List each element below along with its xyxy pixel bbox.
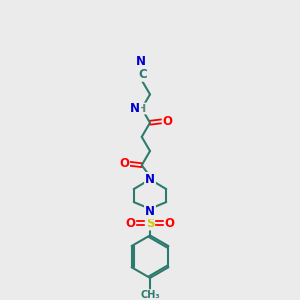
Text: N: N (145, 205, 155, 218)
Text: N: N (145, 173, 155, 186)
Text: N: N (136, 56, 146, 68)
Text: N: N (130, 102, 140, 115)
Text: H: H (137, 103, 146, 114)
Text: O: O (125, 217, 135, 230)
Text: O: O (119, 157, 129, 170)
Text: O: O (163, 115, 173, 128)
Text: O: O (165, 217, 175, 230)
Text: S: S (146, 217, 154, 230)
Text: CH₃: CH₃ (140, 290, 160, 300)
Text: C: C (138, 68, 147, 81)
